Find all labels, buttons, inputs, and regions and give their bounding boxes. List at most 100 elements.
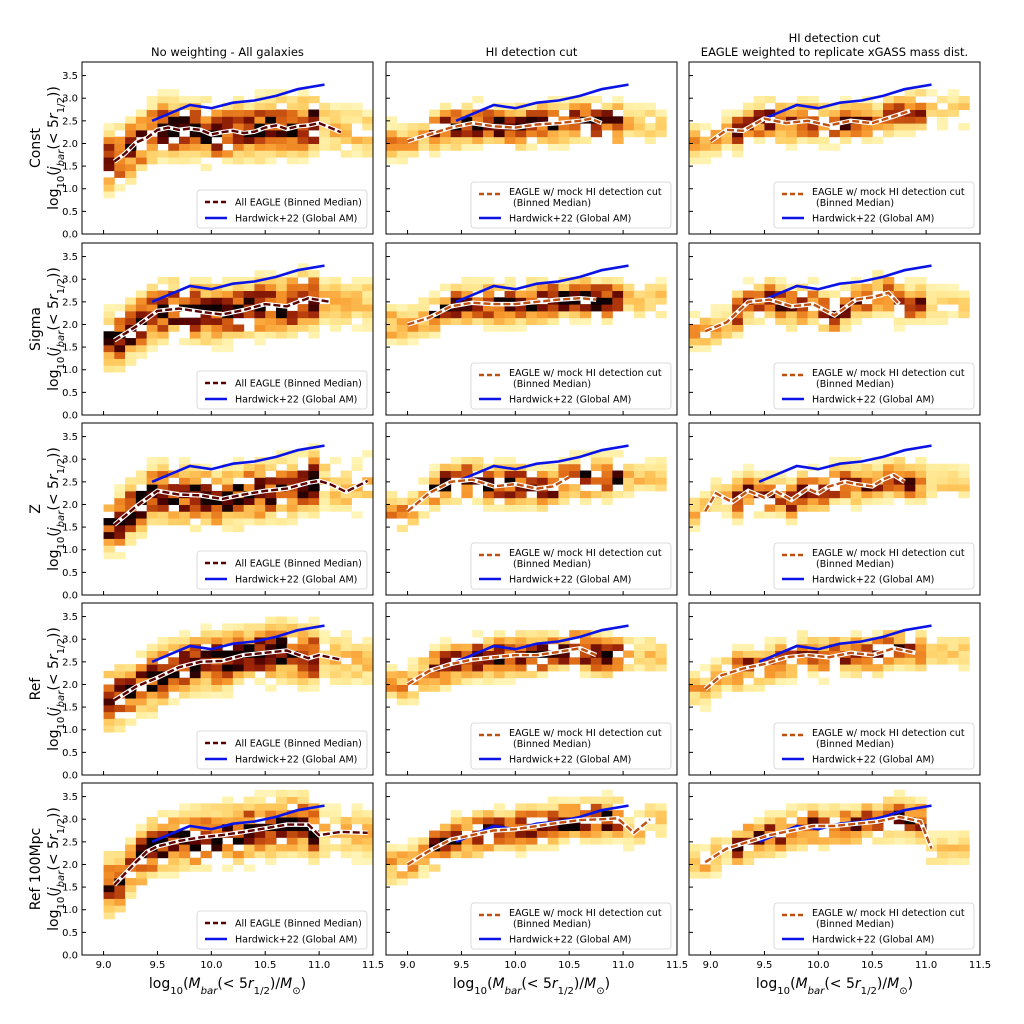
heatmap-cell	[818, 310, 830, 319]
heatmap-cell	[146, 136, 158, 144]
heatmap-cell	[297, 677, 309, 685]
heatmap-cell	[286, 297, 299, 305]
heatmap-cell	[872, 664, 884, 672]
heatmap-cell	[721, 324, 733, 332]
heatmap-cell	[243, 504, 255, 512]
heatmap-cell	[103, 871, 115, 879]
heatmap-cell	[179, 844, 191, 852]
heatmap-cell	[114, 704, 126, 713]
heatmap-cell	[308, 470, 320, 478]
heatmap-cell	[114, 664, 126, 672]
y-tick-label: 0.5	[62, 928, 78, 939]
heatmap-cell	[276, 136, 288, 144]
heatmap-cell	[125, 297, 137, 305]
heatmap-cell	[796, 844, 809, 852]
heatmap-cell	[947, 850, 959, 859]
heatmap-cell	[114, 484, 126, 492]
heatmap-cell	[536, 636, 549, 645]
heatmap-cell	[265, 317, 277, 325]
heatmap-cell	[926, 657, 938, 665]
heatmap-cell	[764, 511, 776, 519]
heatmap-cell	[297, 484, 309, 492]
heatmap-cell	[472, 677, 484, 685]
heatmap-cell	[351, 463, 363, 472]
heatmap-cell	[340, 150, 352, 158]
heatmap-cell	[569, 456, 581, 465]
heatmap-cell	[590, 129, 603, 138]
heatmap-cell	[590, 463, 603, 472]
heatmap-cell	[732, 490, 744, 499]
heatmap-cell	[200, 95, 212, 104]
heatmap-cell	[329, 310, 342, 319]
heatmap-cell	[515, 630, 527, 638]
heatmap-cell	[386, 143, 398, 151]
heatmap-cell	[580, 470, 592, 478]
heatmap-cell	[329, 643, 342, 652]
heatmap-cell	[297, 270, 309, 278]
heatmap-cell	[721, 511, 733, 519]
heatmap-cell	[222, 470, 234, 478]
heatmap-cell	[504, 636, 516, 645]
heatmap-cell	[775, 470, 787, 478]
heatmap-cell	[146, 109, 158, 117]
heatmap-cell	[308, 844, 320, 852]
heatmap-cell	[276, 830, 288, 838]
heatmap-cell	[558, 490, 570, 499]
heatmap	[386, 630, 667, 706]
heatmap-cell	[243, 623, 255, 631]
heatmap-cell	[839, 810, 852, 818]
heatmap-cell	[146, 470, 158, 478]
heatmap-cell	[189, 297, 202, 305]
legend: EAGLE w/ mock HI detection cut(Binned Me…	[470, 362, 672, 410]
heatmap-cell	[655, 484, 667, 492]
heatmap-cell	[351, 150, 363, 158]
median-line	[704, 815, 933, 864]
heatmap-cell	[742, 823, 755, 832]
heatmap-cell	[135, 871, 148, 879]
heatmap-cell	[655, 456, 667, 465]
heatmap-cell	[254, 477, 266, 485]
heatmap-cell	[135, 878, 148, 886]
heatmap-cell	[222, 524, 234, 533]
heatmap-cell	[243, 276, 255, 285]
axes-frame	[688, 61, 981, 235]
heatmap-cell	[872, 136, 884, 144]
heatmap-cell	[623, 463, 635, 472]
heatmap-cell	[547, 143, 559, 151]
heatmap-cell	[179, 864, 191, 872]
heatmap-cell	[547, 844, 559, 852]
median-line	[709, 109, 911, 143]
heatmap-cell	[818, 810, 830, 818]
heatmap-cell	[254, 123, 266, 131]
heatmap-cell	[329, 677, 342, 685]
heatmap-cell	[429, 837, 441, 845]
heatmap-cell	[580, 650, 592, 658]
heatmap-cell	[146, 463, 158, 472]
heatmap-cell	[786, 810, 798, 818]
heatmap-cell	[926, 463, 938, 472]
heatmap-cell	[418, 324, 430, 332]
heatmap-cell	[114, 857, 126, 865]
heatmap-cell	[958, 837, 970, 845]
heatmap-cell	[351, 670, 363, 679]
heatmap-cell	[883, 837, 895, 845]
heatmap-cell	[786, 290, 798, 298]
heatmap-cell	[775, 504, 787, 512]
heatmap-cell	[526, 109, 538, 117]
heatmap-cell	[429, 650, 441, 658]
heatmap-cell	[633, 297, 646, 305]
heatmap-cell	[396, 511, 409, 519]
heatmap-cell	[915, 630, 927, 638]
heatmap-cell	[569, 463, 581, 472]
heatmap-cell	[114, 163, 126, 172]
heatmap-cell	[515, 304, 527, 312]
heatmap	[386, 276, 667, 346]
heatmap-cell	[329, 844, 342, 852]
heatmap-cell	[850, 636, 862, 645]
heatmap-cell	[407, 324, 419, 332]
heatmap-cell	[904, 490, 916, 499]
heatmap-cell	[396, 317, 409, 325]
heatmap-cell	[362, 304, 373, 312]
heatmap-cell	[893, 290, 906, 298]
heatmap-cell	[243, 283, 255, 292]
